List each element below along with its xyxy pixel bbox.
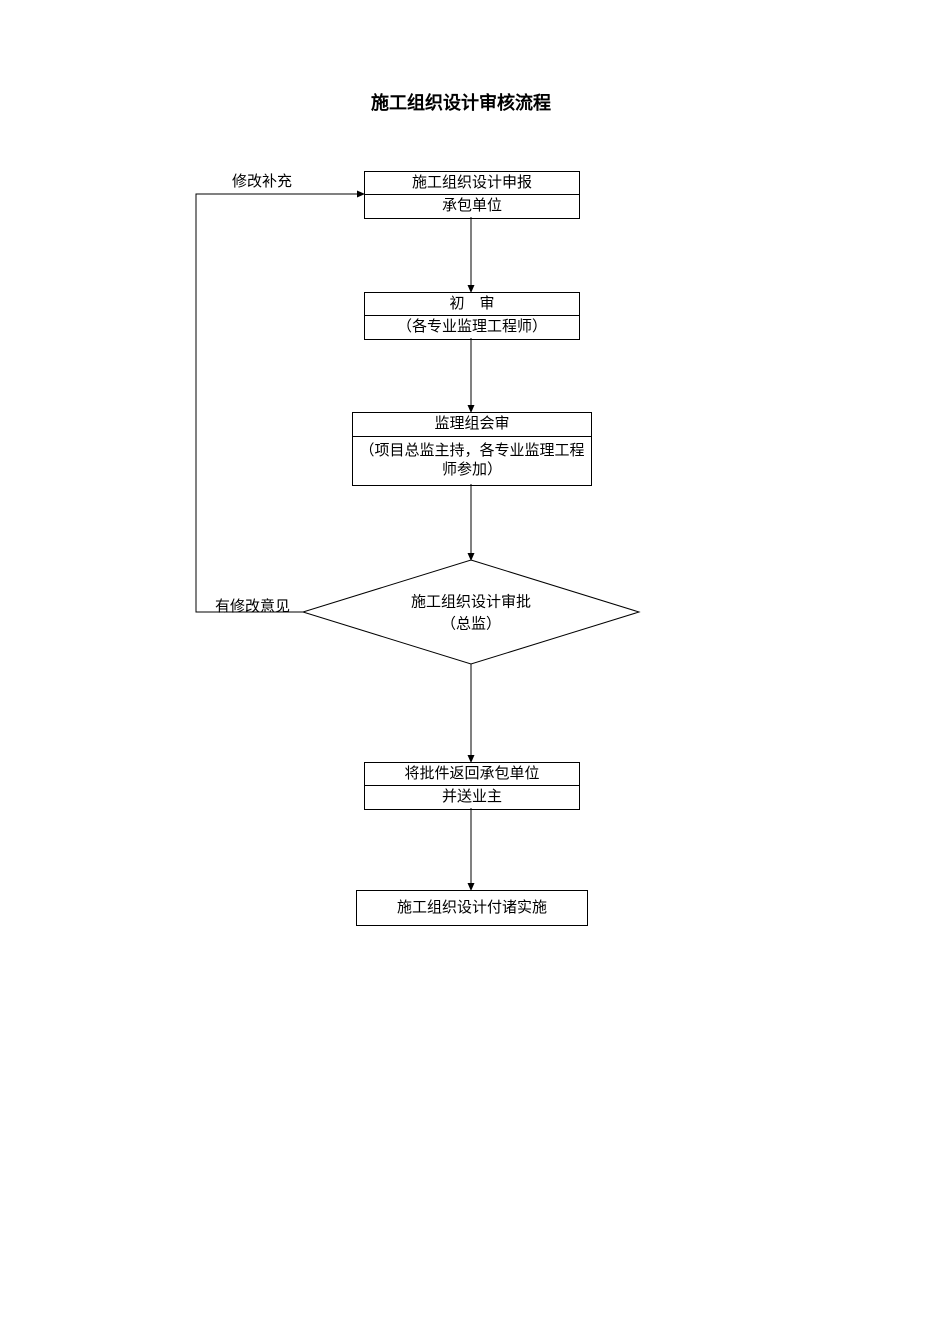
flowchart-edges [0, 0, 945, 1337]
